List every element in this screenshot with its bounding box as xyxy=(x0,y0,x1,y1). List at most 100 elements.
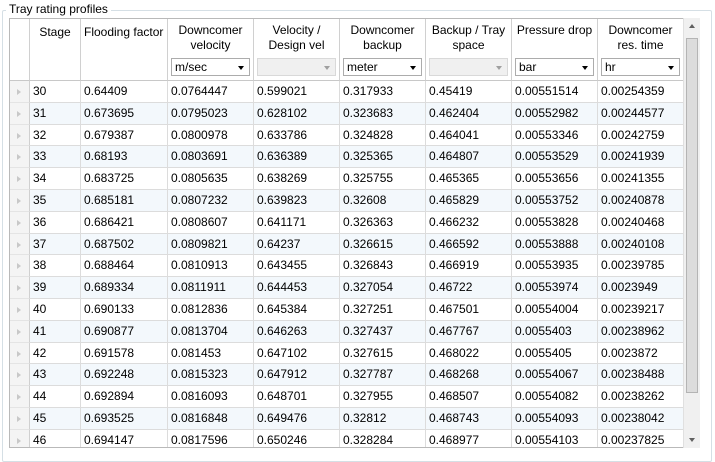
table-cell: 0.0795023 xyxy=(168,102,254,125)
column-label: Pressure drop xyxy=(516,23,593,37)
column-label: Flooding factor xyxy=(84,25,164,39)
table-cell: 0.683725 xyxy=(81,168,168,190)
table-cell: 0.0816093 xyxy=(168,386,254,408)
vertical-scrollbar[interactable] xyxy=(683,18,700,448)
table-cell: 0.317933 xyxy=(340,81,426,103)
table-cell: 0.466592 xyxy=(426,233,512,256)
table-cell: 0.00554067 xyxy=(512,364,598,387)
row-header[interactable] xyxy=(10,102,30,125)
scroll-thumb[interactable] xyxy=(686,38,698,393)
table-cell: 0.00553974 xyxy=(512,277,598,299)
table-cell: 0.00254359 xyxy=(598,81,684,103)
table-cell: 0.465365 xyxy=(426,168,512,190)
table-cell: 33 xyxy=(30,146,81,169)
table-cell: 0.324828 xyxy=(340,124,426,147)
table-cell: 0.691578 xyxy=(81,342,168,365)
table-cell: 0.323683 xyxy=(340,102,426,125)
unit-dropdown-disabled xyxy=(429,58,508,76)
table-cell: 0.468743 xyxy=(426,408,512,430)
scroll-up[interactable] xyxy=(689,24,695,28)
column-label: Downcomer res. time xyxy=(608,23,673,52)
table-cell: 0.327787 xyxy=(340,364,426,387)
table-cell: 0.64237 xyxy=(254,233,340,256)
corner-header xyxy=(10,19,30,81)
table-cell: 0.646263 xyxy=(254,320,340,343)
table-cell: 0.462404 xyxy=(426,102,512,125)
table-cell: 0.00551514 xyxy=(512,81,598,103)
table-cell: 0.00240108 xyxy=(598,233,684,256)
table-cell: 0.647912 xyxy=(254,364,340,387)
table-cell: 0.0817596 xyxy=(168,429,254,447)
table-cell: 40 xyxy=(30,299,81,321)
column-header[interactable]: Downcomer velocity m/sec xyxy=(168,19,254,81)
row-header[interactable] xyxy=(10,168,30,190)
table-cell: 0.00240878 xyxy=(598,190,684,212)
row-header[interactable] xyxy=(10,233,30,256)
group-title: Tray rating profiles xyxy=(6,2,111,16)
row-header[interactable] xyxy=(10,190,30,212)
row-header[interactable] xyxy=(10,408,30,430)
table-cell: 0.327955 xyxy=(340,386,426,408)
unit-dropdown-disabled xyxy=(257,58,336,76)
row-header[interactable] xyxy=(10,81,30,103)
column-header[interactable]: Downcomer backup meter xyxy=(340,19,426,81)
unit-dropdown[interactable]: meter xyxy=(343,58,422,76)
table-cell: 0.644453 xyxy=(254,277,340,299)
table-cell: 0.0023949 xyxy=(598,277,684,299)
table-cell: 0.00239217 xyxy=(598,299,684,321)
table-cell: 0.0808607 xyxy=(168,211,254,234)
unit-dropdown[interactable]: m/sec xyxy=(171,58,250,76)
table-cell: 0.0807232 xyxy=(168,190,254,212)
table-cell: 0.327251 xyxy=(340,299,426,321)
row-header[interactable] xyxy=(10,124,30,147)
unit-dropdown[interactable]: bar xyxy=(515,58,594,76)
column-header[interactable]: Flooding factor xyxy=(81,19,168,81)
column-header[interactable]: Velocity / Design vel xyxy=(254,19,340,81)
table-cell: 0.00554082 xyxy=(512,386,598,408)
table-cell: 0.464041 xyxy=(426,124,512,147)
table-cell: 0.468022 xyxy=(426,342,512,365)
column-header[interactable]: Stage xyxy=(30,19,81,81)
table-cell: 41 xyxy=(30,320,81,343)
row-header[interactable] xyxy=(10,386,30,408)
row-header[interactable] xyxy=(10,342,30,365)
row-header[interactable] xyxy=(10,320,30,343)
table-cell: 0.686421 xyxy=(81,211,168,234)
column-label: Stage xyxy=(39,25,71,39)
table-cell: 0.465829 xyxy=(426,190,512,212)
table-cell: 0.0805635 xyxy=(168,168,254,190)
table-cell: 0.688464 xyxy=(81,255,168,278)
table-cell: 0.45419 xyxy=(426,81,512,103)
table-cell: 0.673695 xyxy=(81,102,168,125)
table-cell: 0.0815323 xyxy=(168,364,254,387)
table-cell: 0.32812 xyxy=(340,408,426,430)
table-cell: 0.468268 xyxy=(426,364,512,387)
table-cell: 0.00553828 xyxy=(512,211,598,234)
row-header[interactable] xyxy=(10,211,30,234)
row-header[interactable] xyxy=(10,299,30,321)
table-cell: 0.466232 xyxy=(426,211,512,234)
table-cell: 0.328284 xyxy=(340,429,426,447)
row-header[interactable] xyxy=(10,146,30,169)
table-cell: 0.00238262 xyxy=(598,386,684,408)
table-cell: 0.00553656 xyxy=(512,168,598,190)
row-header[interactable] xyxy=(10,255,30,278)
column-label: Velocity / Design vel xyxy=(268,23,325,52)
scroll-down[interactable] xyxy=(689,438,695,442)
table-cell: 0.0816848 xyxy=(168,408,254,430)
row-header[interactable] xyxy=(10,364,30,387)
column-header[interactable]: Downcomer res. time hr xyxy=(598,19,684,81)
table-cell: 0.599021 xyxy=(254,81,340,103)
table-cell: 0.327437 xyxy=(340,320,426,343)
table-cell: 0.464807 xyxy=(426,146,512,169)
table-cell: 35 xyxy=(30,190,81,212)
table-cell: 0.647102 xyxy=(254,342,340,365)
column-header[interactable]: Backup / Tray space xyxy=(426,19,512,81)
column-header[interactable]: Pressure drop bar xyxy=(512,19,598,81)
row-header[interactable] xyxy=(10,429,30,447)
table-cell: 0.643455 xyxy=(254,255,340,278)
unit-dropdown[interactable]: hr xyxy=(601,58,680,76)
row-header[interactable] xyxy=(10,277,30,299)
table-cell: 0.00238962 xyxy=(598,320,684,343)
table-cell: 0.692894 xyxy=(81,386,168,408)
